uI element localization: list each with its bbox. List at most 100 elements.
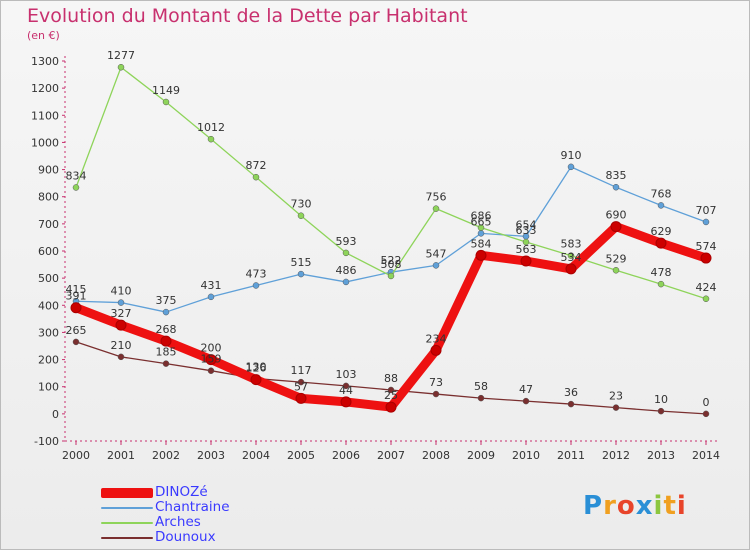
data-label: 547: [426, 247, 447, 260]
data-point: [207, 135, 215, 143]
y-tick-label: 1200: [31, 82, 59, 95]
y-tick-label: 900: [38, 164, 59, 177]
data-point: [522, 238, 530, 246]
y-tick-label: 800: [38, 191, 59, 204]
data-point: [475, 249, 487, 261]
legend-label: Arches: [155, 514, 201, 530]
x-tick-label: 2002: [152, 449, 180, 462]
legend-item-chantraine: Chantraine: [101, 500, 230, 515]
data-label: 478: [651, 266, 672, 279]
data-label: 265: [66, 324, 87, 337]
proxiti-logo: Proxiti: [583, 491, 687, 521]
data-label: 185: [156, 346, 177, 359]
data-point: [385, 401, 397, 413]
data-label: 730: [291, 198, 312, 211]
data-point: [342, 278, 350, 286]
data-point: [432, 262, 440, 269]
data-point: [117, 353, 125, 361]
data-label: 268: [156, 323, 177, 336]
data-point: [342, 249, 350, 257]
data-point: [207, 367, 215, 374]
data-label: 1277: [107, 49, 135, 62]
x-tick-label: 2007: [377, 449, 405, 462]
data-label: 210: [111, 339, 132, 352]
data-label: 486: [336, 264, 357, 277]
y-tick-label: 400: [38, 299, 59, 312]
data-point: [477, 394, 485, 402]
data-point: [567, 163, 575, 171]
y-tick-label: 500: [38, 272, 59, 285]
x-tick-label: 2000: [62, 449, 90, 462]
data-label: 424: [696, 281, 717, 294]
data-label: 1012: [197, 121, 225, 134]
data-point: [657, 280, 665, 288]
data-label: 391: [66, 290, 87, 303]
data-point: [160, 335, 172, 347]
data-label: 1149: [152, 84, 180, 97]
logo-letter: r: [603, 491, 617, 521]
data-point: [250, 374, 262, 386]
logo-letter: x: [635, 491, 654, 521]
data-label: 593: [336, 235, 357, 248]
data-label: 23: [609, 390, 623, 403]
data-point: [117, 299, 125, 306]
data-point: [655, 237, 667, 249]
data-label: 47: [519, 383, 533, 396]
data-label: 25: [384, 389, 398, 402]
legend-item-dinozé: DINOZé: [101, 485, 230, 500]
x-tick-label: 2011: [557, 449, 585, 462]
data-label: 910: [561, 149, 582, 162]
data-point: [162, 98, 170, 106]
data-point: [72, 184, 80, 191]
data-label: 508: [381, 258, 402, 271]
data-point: [477, 230, 485, 237]
logo-letter: P: [583, 491, 604, 521]
data-label: 88: [384, 372, 398, 385]
data-label: 633: [516, 224, 537, 237]
data-point: [522, 397, 530, 405]
data-label: 835: [606, 169, 627, 182]
data-label: 529: [606, 252, 627, 265]
data-label: 73: [429, 376, 443, 389]
logo-letter: i: [653, 491, 664, 521]
legend-label: DINOZé: [155, 484, 208, 500]
data-point: [207, 293, 215, 301]
legend-swatch: [101, 506, 153, 509]
legend: DINOZé Chantraine Arches Dounoux: [101, 485, 230, 545]
data-point: [565, 263, 577, 275]
data-label: 686: [471, 210, 492, 223]
logo-letter: t: [663, 491, 677, 521]
data-label: 583: [561, 238, 582, 251]
data-label: 126: [246, 362, 267, 375]
data-point: [612, 267, 620, 274]
data-point: [520, 255, 532, 267]
data-point: [700, 252, 712, 264]
data-label: 234: [426, 332, 447, 345]
y-tick-label: 0: [52, 408, 59, 421]
data-point: [702, 410, 710, 418]
data-label: 690: [606, 209, 627, 222]
data-label: 375: [156, 294, 177, 307]
data-point: [657, 407, 665, 415]
legend-swatch: [101, 536, 153, 539]
data-label: 159: [201, 353, 222, 366]
data-label: 665: [471, 215, 492, 228]
data-point: [252, 173, 260, 181]
data-label: 707: [696, 204, 717, 217]
chart-title: Evolution du Montant de la Dette par Hab…: [27, 5, 468, 27]
data-label: 327: [111, 307, 132, 320]
data-point: [387, 272, 395, 280]
data-point: [432, 390, 440, 398]
data-label: 756: [426, 191, 447, 204]
y-tick-label: -100: [34, 435, 59, 448]
data-point: [115, 319, 127, 331]
legend-swatch: [101, 521, 153, 524]
y-tick-label: 600: [38, 245, 59, 258]
data-point: [612, 183, 620, 191]
data-label: 431: [201, 279, 222, 292]
logo-letter: o: [616, 491, 636, 521]
data-point: [432, 205, 440, 212]
data-point: [297, 378, 305, 386]
data-point: [430, 344, 442, 356]
